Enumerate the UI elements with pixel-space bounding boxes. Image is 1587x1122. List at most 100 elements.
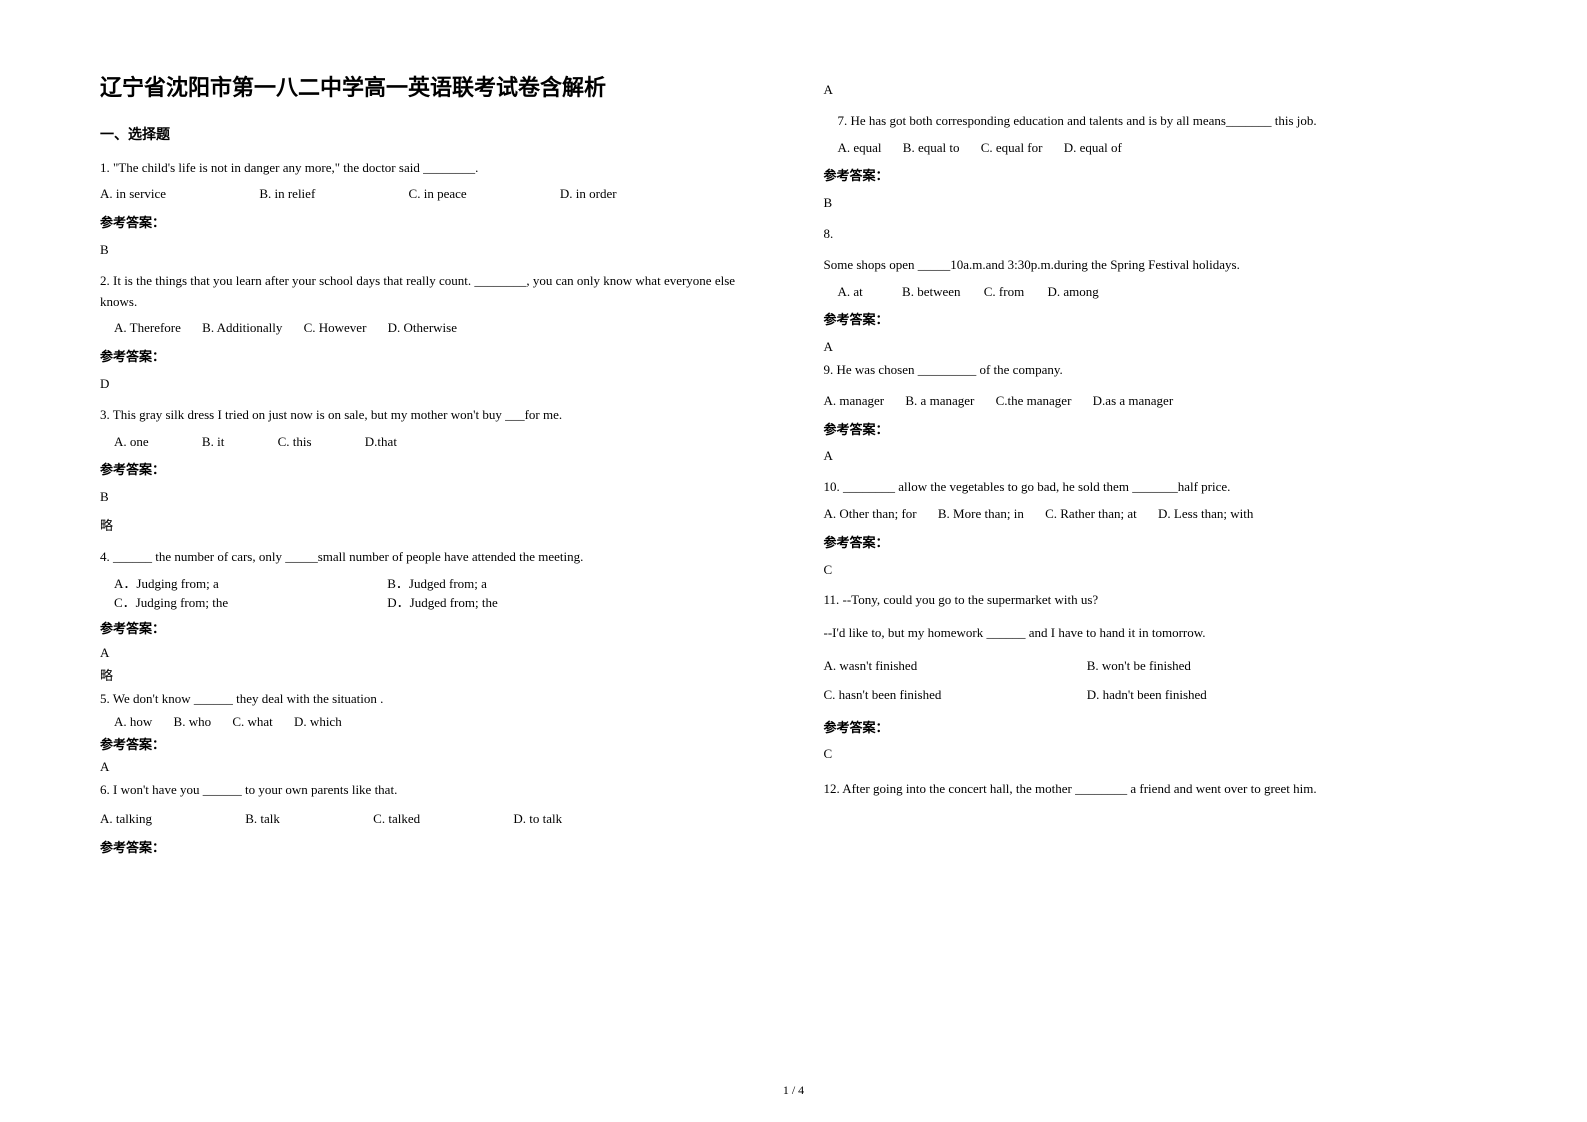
q8-c: C. from xyxy=(984,282,1024,303)
q3-d: D.that xyxy=(365,432,397,453)
right-column: A 7. He has got both corresponding educa… xyxy=(824,70,1498,863)
q10-d: D. Less than; with xyxy=(1158,504,1253,525)
q7-c: C. equal for xyxy=(981,138,1043,159)
q9-b: B. a manager xyxy=(905,391,974,412)
q7-ans: B xyxy=(824,193,1498,214)
q6-d: D. to talk xyxy=(513,809,562,830)
q10-c: C. Rather than; at xyxy=(1045,504,1137,525)
q7-b: B. equal to xyxy=(903,138,960,159)
q4-ans: A xyxy=(100,643,774,664)
q10-ans-label: 参考答案： xyxy=(824,533,1498,554)
q8-d: D. among xyxy=(1047,282,1098,303)
q4-text: 4. ______ the number of cars, only _____… xyxy=(100,547,774,568)
q6-b: B. talk xyxy=(245,809,280,830)
q11-ans: C xyxy=(824,744,1498,765)
q3-a: A. one xyxy=(114,432,149,453)
q1-d: D. in order xyxy=(560,184,617,205)
section-header: 一、选择题 xyxy=(100,125,774,147)
q8-text1: 8. xyxy=(824,224,1498,245)
q1-a: A. in service xyxy=(100,184,166,205)
q7-a: A. equal xyxy=(838,138,882,159)
q11-c: C. hasn't been finished xyxy=(824,685,1034,706)
page: 辽宁省沈阳市第一八二中学高一英语联考试卷含解析 一、选择题 1. "The ch… xyxy=(0,0,1587,1122)
q5-d: D. which xyxy=(294,712,342,733)
q2-text: 2. It is the things that you learn after… xyxy=(100,271,774,313)
q3-b: B. it xyxy=(202,432,224,453)
q9-ans-label: 参考答案： xyxy=(824,420,1498,441)
q5-b: B. who xyxy=(174,712,212,733)
q3-c: C. this xyxy=(278,432,312,453)
q1-options: A. in service B. in relief C. in peace D… xyxy=(100,184,774,205)
q6-text: 6. I won't have you ______ to your own p… xyxy=(100,780,774,801)
page-number: 1 / 4 xyxy=(783,1081,804,1100)
q2-b: B. Additionally xyxy=(202,318,282,339)
q5-c: C. what xyxy=(232,712,272,733)
q4-options: A．Judging from; a B．Judged from; a C．Jud… xyxy=(100,574,774,613)
q6-a: A. talking xyxy=(100,809,152,830)
q1-ans: B xyxy=(100,240,774,261)
q9-text: 9. He was chosen _________ of the compan… xyxy=(824,360,1498,381)
q10-b: B. More than; in xyxy=(938,504,1024,525)
q3-note: 略 xyxy=(100,516,774,537)
q3-text: 3. This gray silk dress I tried on just … xyxy=(100,405,774,426)
q11-d: D. hadn't been finished xyxy=(1087,685,1207,706)
q8-ans-label: 参考答案： xyxy=(824,310,1498,331)
q9-ans: A xyxy=(824,446,1498,467)
q9-d: D.as a manager xyxy=(1093,391,1174,412)
q2-ans-label: 参考答案： xyxy=(100,347,774,368)
q10-ans: C xyxy=(824,560,1498,581)
q11-options-row2: C. hasn't been finished D. hadn't been f… xyxy=(824,685,1498,706)
q9-a: A. manager xyxy=(824,391,885,412)
q8-b: B. between xyxy=(902,282,960,303)
q7-text: 7. He has got both corresponding educati… xyxy=(824,111,1498,132)
q4-c: C．Judging from; the xyxy=(114,593,334,613)
q7-ans-label: 参考答案： xyxy=(824,166,1498,187)
q10-text: 10. ________ allow the vegetables to go … xyxy=(824,477,1498,498)
q2-ans: D xyxy=(100,374,774,395)
q11-a: A. wasn't finished xyxy=(824,656,1034,677)
columns: 辽宁省沈阳市第一八二中学高一英语联考试卷含解析 一、选择题 1. "The ch… xyxy=(100,70,1497,863)
q8-text2: Some shops open _____10a.m.and 3:30p.m.d… xyxy=(824,255,1498,276)
q5-ans: A xyxy=(100,757,774,778)
q9-options: A. manager B. a manager C.the manager D.… xyxy=(824,391,1498,412)
q5-a: A. how xyxy=(114,712,152,733)
q5-text: 5. We don't know ______ they deal with t… xyxy=(100,689,774,710)
q11-ans-label: 参考答案： xyxy=(824,718,1498,739)
q3-options: A. one B. it C. this D.that xyxy=(100,432,774,453)
q4-note: 略 xyxy=(100,666,774,687)
q4-ans-label: 参考答案： xyxy=(100,619,774,640)
q2-options: A. Therefore B. Additionally C. However … xyxy=(100,318,774,339)
q6-ans: A xyxy=(824,80,1498,101)
q11-text1: 11. --Tony, could you go to the supermar… xyxy=(824,590,1498,611)
q6-c: C. talked xyxy=(373,809,420,830)
q8-options: A. at B. between C. from D. among xyxy=(824,282,1498,303)
q12-text: 12. After going into the concert hall, t… xyxy=(824,779,1498,800)
document-title: 辽宁省沈阳市第一八二中学高一英语联考试卷含解析 xyxy=(100,70,774,105)
q11-b: B. won't be finished xyxy=(1087,656,1191,677)
q8-a: A. at xyxy=(838,282,863,303)
q5-ans-label: 参考答案： xyxy=(100,735,774,756)
q3-ans: B xyxy=(100,487,774,508)
q3-ans-label: 参考答案： xyxy=(100,460,774,481)
q1-b: B. in relief xyxy=(259,184,315,205)
q4-d: D．Judged from; the xyxy=(387,593,497,613)
q1-c: C. in peace xyxy=(409,184,467,205)
q10-options: A. Other than; for B. More than; in C. R… xyxy=(824,504,1498,525)
q4-a: A．Judging from; a xyxy=(114,574,334,594)
q10-a: A. Other than; for xyxy=(824,504,917,525)
q1-text: 1. "The child's life is not in danger an… xyxy=(100,158,774,179)
q1-ans-label: 参考答案： xyxy=(100,213,774,234)
q11-text2: --I'd like to, but my homework ______ an… xyxy=(824,623,1498,644)
left-column: 辽宁省沈阳市第一八二中学高一英语联考试卷含解析 一、选择题 1. "The ch… xyxy=(100,70,774,863)
q5-options: A. how B. who C. what D. which xyxy=(100,712,774,733)
q2-a: A. Therefore xyxy=(114,318,181,339)
q7-options: A. equal B. equal to C. equal for D. equ… xyxy=(824,138,1498,159)
q7-d: D. equal of xyxy=(1064,138,1122,159)
q6-ans-label: 参考答案： xyxy=(100,838,774,859)
q2-c: C. However xyxy=(304,318,367,339)
q9-c: C.the manager xyxy=(996,391,1072,412)
q11-options-row1: A. wasn't finished B. won't be finished xyxy=(824,656,1498,677)
q4-b: B．Judged from; a xyxy=(387,574,487,594)
q6-options: A. talking B. talk C. talked D. to talk xyxy=(100,809,774,830)
q2-d: D. Otherwise xyxy=(388,318,457,339)
